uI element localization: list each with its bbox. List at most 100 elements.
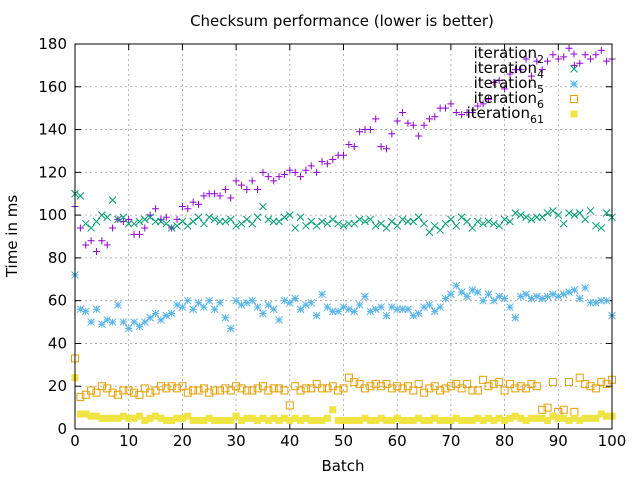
data-point (479, 219, 487, 228)
data-point (157, 217, 165, 226)
data-point (544, 57, 552, 65)
data-point (259, 202, 267, 211)
data-point (92, 247, 100, 255)
data-point (468, 286, 477, 294)
data-point (275, 173, 283, 181)
series-iteration6 (71, 354, 616, 416)
data-point (302, 301, 310, 309)
data-point (371, 221, 380, 230)
data-point (441, 219, 450, 228)
data-point (215, 386, 224, 395)
data-point (393, 382, 402, 391)
data-point (81, 307, 90, 316)
data-point (210, 386, 219, 395)
data-point (135, 390, 144, 399)
data-point (387, 303, 396, 311)
y-axis-label: Time in ms (3, 195, 21, 279)
data-point (425, 228, 434, 237)
data-point (248, 219, 257, 228)
legend-marker-plus (570, 50, 578, 58)
data-point (356, 416, 364, 424)
data-point (549, 51, 557, 59)
data-point (248, 296, 257, 305)
data-point (130, 414, 138, 422)
x-tick-label: 10 (119, 432, 138, 450)
data-point (436, 303, 445, 311)
data-point (479, 375, 488, 384)
data-point (452, 108, 460, 116)
data-point (425, 301, 434, 309)
data-point (178, 217, 187, 226)
data-point (232, 177, 240, 185)
data-point (441, 384, 450, 393)
y-tick-label: 180 (38, 35, 67, 53)
data-point (388, 130, 396, 138)
data-point (328, 382, 337, 391)
data-point (259, 309, 267, 318)
data-point (76, 224, 84, 232)
data-point (232, 221, 240, 230)
data-point (173, 414, 181, 422)
data-point (81, 219, 90, 228)
data-point (409, 416, 417, 424)
data-point (532, 382, 541, 391)
y-tick-label: 40 (48, 334, 67, 352)
data-point (570, 286, 579, 294)
data-point (495, 221, 504, 230)
legend-marker-star (570, 80, 578, 88)
data-point (597, 377, 606, 386)
data-point (340, 416, 347, 424)
data-point (463, 292, 471, 301)
data-point (232, 412, 240, 420)
series-iteration4 (71, 189, 616, 237)
data-point (87, 237, 95, 245)
data-point (205, 388, 214, 397)
data-point (592, 221, 600, 230)
data-point (366, 416, 374, 424)
data-point (382, 380, 391, 389)
data-point (516, 292, 525, 301)
data-point (285, 211, 294, 219)
data-point (377, 303, 385, 311)
legend-label: iteration61 (467, 104, 544, 126)
data-point (575, 209, 584, 217)
data-point (355, 301, 364, 309)
data-point (468, 224, 477, 232)
data-point (307, 162, 315, 170)
data-point (597, 296, 606, 305)
data-point (350, 377, 359, 386)
data-point (554, 55, 562, 63)
data-point (146, 213, 155, 222)
grid (75, 44, 612, 429)
data-point (237, 416, 245, 424)
data-point (76, 410, 84, 418)
data-point (522, 213, 530, 222)
legend-marker-x (570, 65, 578, 73)
data-point (527, 414, 535, 422)
legend-marker (570, 110, 578, 118)
data-point (226, 386, 235, 395)
data-point (366, 307, 375, 316)
data-point (189, 217, 197, 226)
data-point (350, 219, 359, 228)
chart-title: Checksum performance (lower is better) (190, 12, 494, 30)
data-point (474, 414, 482, 422)
data-point (372, 416, 380, 424)
data-point (339, 384, 348, 393)
data-point (430, 382, 439, 391)
data-point (178, 382, 187, 391)
data-point (135, 322, 144, 331)
y-tick-label: 140 (38, 121, 67, 139)
data-point (92, 217, 101, 226)
data-point (559, 290, 568, 299)
data-point (581, 51, 589, 59)
data-point (216, 298, 224, 307)
data-point (597, 46, 605, 54)
data-point (586, 382, 595, 391)
data-point (76, 305, 85, 314)
data-point (253, 213, 262, 222)
data-point (253, 384, 262, 393)
series-iteration5 (71, 271, 616, 333)
data-point (452, 221, 461, 230)
data-point (237, 181, 245, 189)
